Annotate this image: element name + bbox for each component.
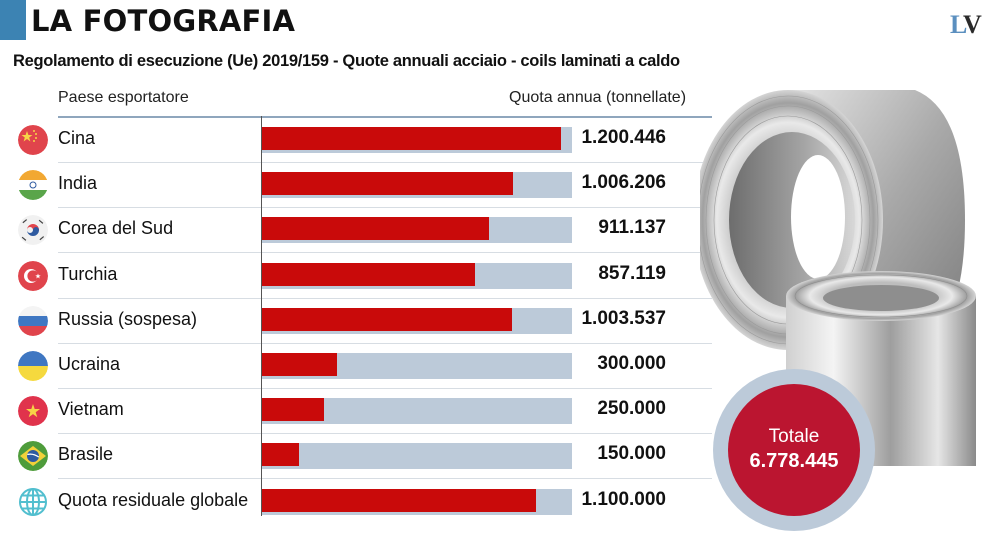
flag-china-icon <box>18 125 48 155</box>
data-label: 857.119 <box>598 262 666 284</box>
data-label: 1.006.206 <box>581 172 666 194</box>
category-label: Brasile <box>58 444 114 465</box>
bar <box>262 398 325 422</box>
bar-track <box>262 353 572 379</box>
category-label: Ucraina <box>58 354 121 374</box>
bar-track <box>262 398 572 425</box>
bar-row: Cina 1.200.446 <box>0 118 720 163</box>
bar-row: Brasile 150.000 <box>0 434 720 480</box>
bar-row: India 1.006.206 <box>0 163 720 209</box>
total-badge: Totale 6.778.445 <box>728 384 860 516</box>
row-divider <box>58 162 712 163</box>
data-label: 150.000 <box>597 443 666 465</box>
total-label: Totale <box>768 426 820 447</box>
category-label: Corea del Sud <box>58 218 174 239</box>
category-label: Turchia <box>58 263 118 284</box>
row-divider <box>58 342 712 344</box>
flag-vietnam-icon <box>18 396 48 427</box>
column-header-country: Paese esportatore <box>58 89 189 106</box>
bar <box>262 127 561 150</box>
row-divider <box>58 388 712 389</box>
bar <box>262 353 337 376</box>
bar <box>262 307 512 331</box>
flag-turkey-icon <box>18 260 48 291</box>
steel-coils-illustration <box>700 90 976 466</box>
chart-subtitle: Regolamento di esecuzione (Ue) 2019/159 … <box>13 52 680 70</box>
bar-track <box>262 307 572 334</box>
logo-letter-l: L <box>950 10 965 39</box>
lv-logo: LV <box>950 10 982 40</box>
data-label: 250.000 <box>597 398 666 420</box>
bar-track <box>262 217 572 244</box>
data-label: 911.137 <box>598 217 666 239</box>
bar-track <box>262 127 572 153</box>
flag-india-icon <box>18 170 48 201</box>
bar-track <box>262 262 572 289</box>
globe-icon <box>18 487 48 517</box>
row-divider <box>58 433 712 435</box>
data-label: 1.100.000 <box>581 488 666 510</box>
row-divider <box>58 297 712 299</box>
bar-track <box>262 172 572 199</box>
data-label: 1.200.446 <box>581 127 666 148</box>
bar-track <box>262 488 572 515</box>
category-label: Russia (sospesa) <box>58 308 198 329</box>
bar <box>262 443 300 467</box>
row-divider <box>58 207 712 209</box>
category-label: India <box>58 173 98 194</box>
bar-row: Ucraina 300.000 <box>0 344 720 389</box>
category-label: Quota residuale globale <box>58 489 249 510</box>
bar <box>262 262 476 286</box>
column-header-quota: Quota annua (tonnellate) <box>509 89 687 106</box>
data-label: 1.003.537 <box>581 307 666 329</box>
bar <box>262 488 536 512</box>
data-label: 300.000 <box>597 353 666 374</box>
bar-row: Vietnam 250.000 <box>0 389 720 435</box>
logo-letter-v: V <box>962 10 982 39</box>
bar <box>262 172 513 196</box>
category-label: Cina <box>58 128 96 148</box>
bar-track <box>262 443 572 470</box>
header-divider <box>58 116 712 118</box>
flag-russia-icon <box>18 305 48 336</box>
flag-south-korea-icon <box>18 215 48 246</box>
row-divider <box>58 478 712 480</box>
bar-row: Turchia 857.119 <box>0 254 720 299</box>
total-value: 6.778.445 <box>749 450 839 472</box>
flag-brazil-icon <box>18 441 48 472</box>
y-axis-line <box>261 116 262 516</box>
page-title: LA FOTOGRAFIA <box>31 4 296 38</box>
flag-ukraine-icon <box>18 351 48 381</box>
bar-row: Quota residuale globale 1.100.000 <box>0 480 720 525</box>
category-label: Vietnam <box>58 399 124 420</box>
bar-row: Corea del Sud 911.137 <box>0 208 720 254</box>
bar-row: Russia (sospesa) 1.003.537 <box>0 299 720 344</box>
bar <box>262 217 489 241</box>
title-accent-block <box>0 0 26 40</box>
row-divider <box>58 252 712 254</box>
